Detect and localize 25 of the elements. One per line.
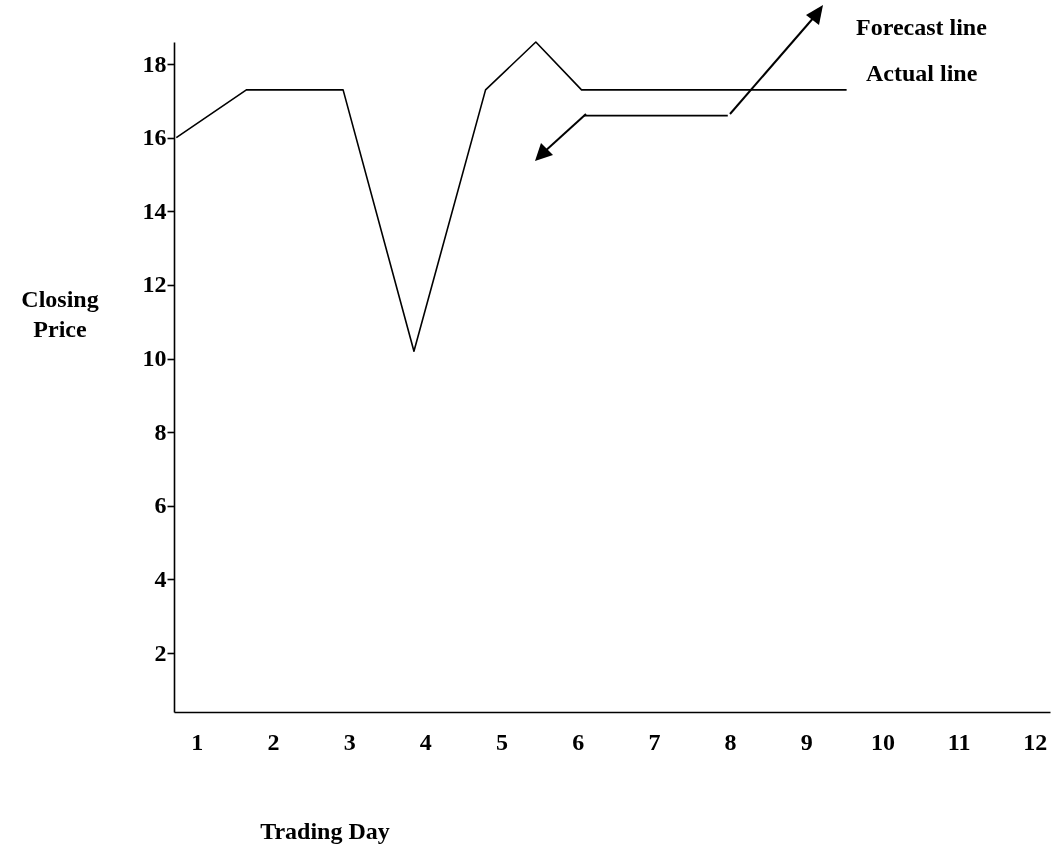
y-tick-label: 18 [142, 50, 167, 77]
x-tick-label: 11 [947, 728, 971, 755]
y-tick-label: 12 [142, 271, 167, 298]
x-tick-label: 5 [496, 728, 509, 755]
annotation: Actual line [866, 60, 978, 86]
y-tick-label: 16 [142, 124, 167, 151]
x-tick-label: 2 [267, 728, 280, 755]
y-tick-label: 14 [142, 197, 167, 224]
x-tick-label: 6 [572, 728, 585, 755]
y-tick-label: 6 [154, 492, 167, 519]
x-tick-label: 9 [800, 728, 813, 755]
x-tick-label: 10 [870, 728, 895, 755]
y-tick-label: 10 [142, 345, 167, 372]
x-tick-label: 3 [343, 728, 356, 755]
x-tick-label: 8 [724, 728, 737, 755]
y-tick-label: 4 [154, 565, 167, 592]
text: Forecast line [856, 14, 988, 40]
x-axis-title: Trading Day [260, 818, 390, 844]
y-tick-label: 2 [154, 639, 167, 666]
y-axis-title: Closing Price [21, 286, 99, 342]
x-tick-label: 7 [648, 728, 661, 755]
x-tick-label: 1 [191, 728, 204, 755]
x-tick-label: 12 [1023, 728, 1048, 755]
y-tick-label: 8 [154, 418, 167, 445]
x-tick-label: 4 [419, 728, 432, 755]
